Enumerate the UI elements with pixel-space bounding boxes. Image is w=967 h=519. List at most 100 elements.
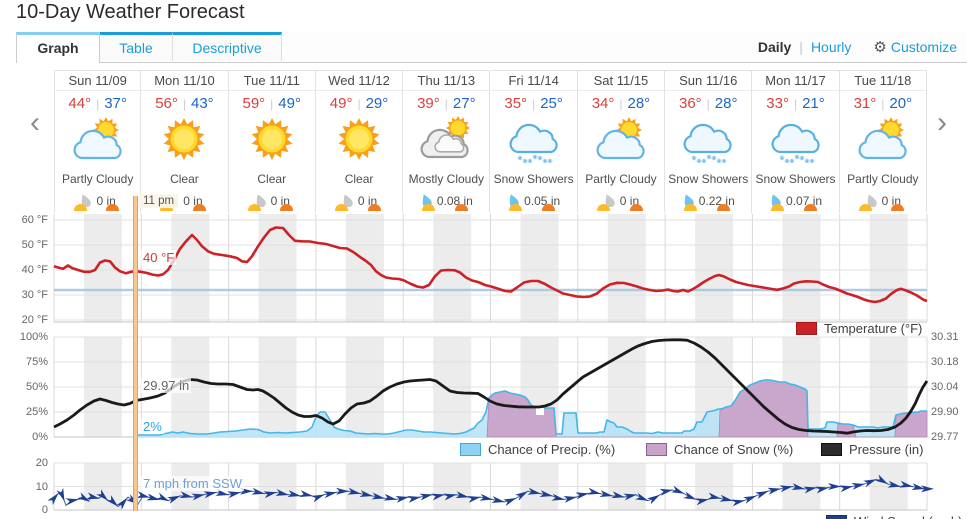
precip-value: 0.08 in	[436, 194, 473, 208]
day-label: Sun 11/09	[55, 71, 141, 91]
sunrise-icon	[422, 204, 436, 211]
droplet-icon	[341, 193, 353, 210]
sunrise-icon	[334, 204, 348, 211]
temp-divider: |	[96, 97, 100, 111]
sunrise-icon	[596, 204, 610, 211]
day-label: Tue 11/18	[839, 71, 926, 91]
snow-showers-icon	[491, 115, 577, 165]
day-column-thu-11-13[interactable]: Thu 11/13 39° | 27° Mostly Cloudy 0.08 in	[403, 70, 491, 213]
gear-icon: ⚙	[873, 39, 887, 56]
high-temp: 39°	[417, 95, 440, 112]
day-temps: 56° | 43°	[141, 91, 227, 115]
day-column-mon-11-10[interactable]: Mon 11/10 56° | 43° Clear 0 in	[141, 70, 229, 213]
sunset-icon	[629, 204, 643, 211]
legend-label: Chance of Snow (%)	[674, 442, 794, 457]
temp-divider: |	[793, 97, 798, 111]
tab-graph[interactable]: Graph	[16, 32, 100, 63]
axis-tick: 75%	[25, 356, 48, 368]
droplet-icon	[865, 193, 877, 210]
forecast-graph[interactable]	[0, 214, 967, 519]
precip-amount: 0.08 in	[403, 193, 489, 209]
axis-tick: 60 °F	[21, 214, 48, 226]
day-temps: 36° | 28°	[665, 91, 751, 115]
condition-label: Clear	[344, 171, 374, 186]
sunrise-icon	[684, 204, 698, 211]
legend-label: Pressure (in)	[849, 442, 924, 457]
precip-amount: 0 in	[55, 193, 140, 209]
droplet-icon	[769, 193, 781, 210]
low-temp: 20°	[889, 95, 913, 112]
day-temps: 33° | 21°	[752, 91, 838, 115]
sunset-icon	[106, 204, 120, 211]
low-temp: 29°	[365, 95, 389, 112]
axis-tick: 50%	[25, 381, 48, 393]
axis-tick: 0%	[32, 431, 48, 443]
sunrise-icon	[73, 204, 87, 211]
precip-amount: 0.05 in	[491, 193, 577, 209]
prev-days-button[interactable]: ‹	[30, 106, 40, 139]
next-days-button[interactable]: ›	[937, 106, 947, 139]
condition-label: Snow Showers	[493, 171, 574, 186]
low-temp: 28°	[627, 95, 651, 112]
low-temp: 49°	[278, 95, 301, 112]
condition-label: Partly Cloudy	[585, 171, 657, 186]
high-temp: 49°	[329, 95, 353, 112]
day-temps: 34° | 28°	[578, 91, 664, 115]
partly-cloudy-icon	[55, 115, 140, 165]
customize-button[interactable]: ⚙ Customize	[873, 38, 957, 56]
day-column-tue-11-18[interactable]: Tue 11/18 31° | 20° Partly Cloudy 0 in	[839, 70, 927, 213]
condition-label: Partly Cloudy	[847, 171, 919, 186]
high-temp: 34°	[591, 95, 615, 112]
sunset-icon	[542, 204, 556, 211]
legend-swatch	[796, 322, 817, 335]
current-time-label: 11 pm	[139, 194, 179, 208]
low-temp: 43°	[191, 95, 214, 112]
droplet-icon	[254, 193, 266, 210]
axis-tick: 29.77	[931, 431, 959, 443]
tab-descriptive[interactable]: Descriptive	[173, 32, 282, 61]
precip-amount: 0 in	[840, 193, 926, 209]
partly-cloudy-icon	[840, 115, 926, 165]
day-column-tue-11-11[interactable]: Tue 11/11 59° | 49° Clear 0 in	[228, 70, 316, 213]
sunset-icon	[716, 204, 730, 211]
clear-icon	[229, 115, 315, 165]
precip-amount: 0 in	[578, 193, 664, 209]
axis-tick: 30.04	[931, 381, 959, 393]
day-column-sun-11-09[interactable]: Sun 11/09 44° | 37° Partly Cloudy 0 in	[54, 70, 142, 213]
condition-label: Partly Cloudy	[61, 171, 134, 186]
chart-annotation: 40 °F	[141, 250, 177, 265]
sunrise-icon	[771, 204, 785, 211]
day-panel: Sun 11/09 44° | 37° Partly Cloudy 0 in Mon 11/…	[0, 70, 967, 213]
droplet-icon	[420, 193, 432, 210]
precip-amount: 0.07 in	[752, 193, 838, 209]
day-column-fri-11-14[interactable]: Fri 11/14 35° | 25° Snow Showers 0.05 in	[490, 70, 578, 213]
legend-swatch	[826, 515, 847, 519]
low-temp: 37°	[104, 95, 127, 112]
high-temp: 56°	[155, 95, 178, 112]
day-column-sat-11-15[interactable]: Sat 11/15 34° | 28° Partly Cloudy 0 in	[577, 70, 666, 213]
condition-label: Snow Showers	[755, 171, 836, 186]
condition-label: Snow Showers	[668, 171, 749, 186]
tab-table[interactable]: Table	[100, 32, 173, 61]
sunrise-icon	[509, 204, 523, 211]
toggle-daily[interactable]: Daily	[757, 39, 792, 55]
precip-amount: 0.22 in	[665, 193, 751, 209]
day-temps: 49° | 29°	[316, 91, 402, 115]
day-column-wed-11-12[interactable]: Wed 11/12 49° | 29° Clear 0 in	[315, 70, 404, 213]
sunset-icon	[891, 204, 905, 211]
sunset-icon	[804, 204, 818, 211]
day-temps: 39° | 27°	[403, 91, 489, 115]
sunset-icon	[367, 204, 381, 211]
view-controls: Daily | Hourly ⚙ Customize	[758, 32, 957, 62]
day-column-sun-11-16[interactable]: Sun 11/16 36° | 28° Snow Showers 0.22 in	[665, 70, 753, 213]
day-column-mon-11-17[interactable]: Mon 11/17 33° | 21° Snow Showers 0.07 in	[752, 70, 840, 213]
legend-label: Wind Speed (mph)	[854, 514, 962, 519]
axis-tick: 40 °F	[21, 264, 48, 276]
legend-pressure-in: Pressure (in)	[821, 442, 923, 457]
tab-bar: Graph Table Descriptive	[16, 32, 967, 63]
sunrise-icon	[247, 204, 261, 211]
chart-annotation: 7 mph from SSW	[141, 476, 244, 491]
toggle-hourly[interactable]: Hourly	[810, 39, 852, 55]
low-temp: 21°	[802, 95, 825, 112]
